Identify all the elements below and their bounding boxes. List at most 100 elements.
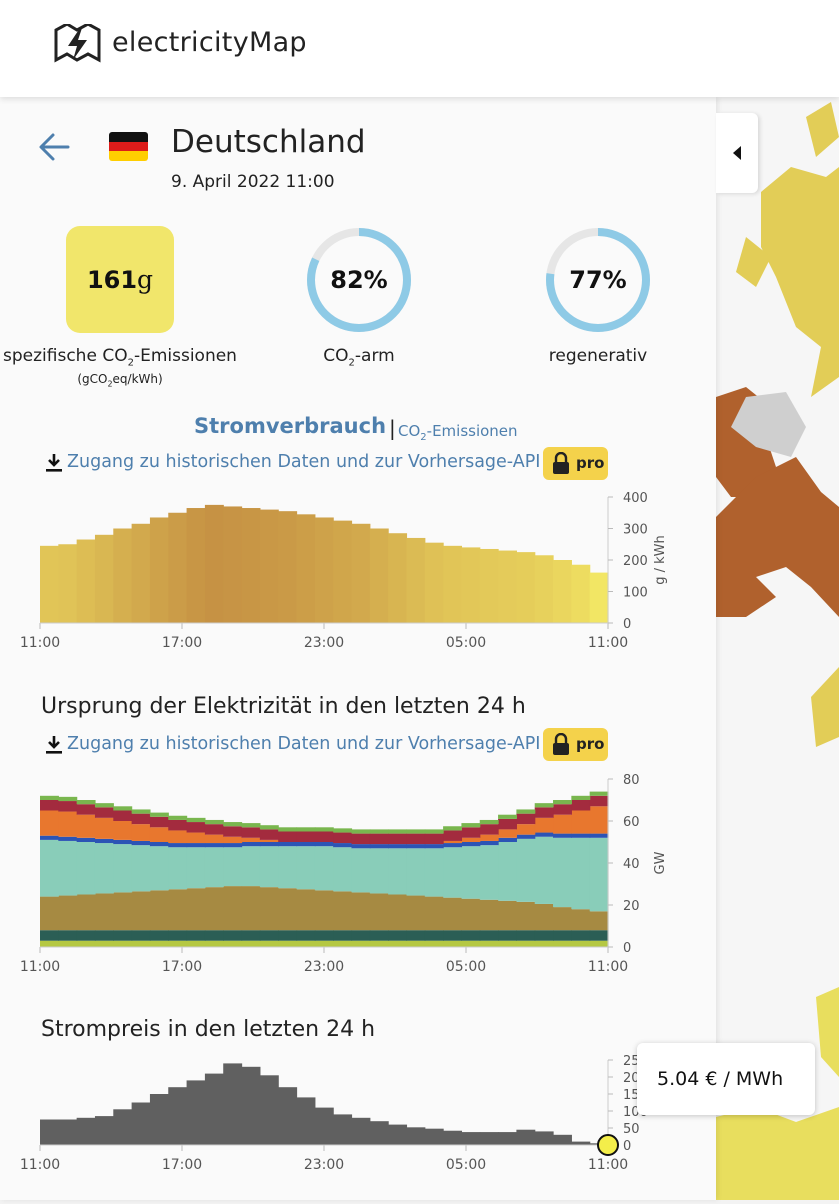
origin-segment[interactable] (369, 833, 389, 845)
carbon-bar[interactable] (553, 560, 572, 623)
origin-segment[interactable] (479, 899, 499, 931)
origin-segment[interactable] (223, 886, 243, 931)
origin-segment[interactable] (589, 837, 609, 912)
origin-segment[interactable] (553, 800, 572, 805)
origin-segment[interactable] (498, 837, 517, 842)
origin-segment[interactable] (241, 886, 261, 931)
origin-segment[interactable] (498, 940, 517, 947)
origin-segment[interactable] (149, 940, 169, 947)
pro-badge[interactable]: pro (543, 728, 608, 761)
origin-segment[interactable] (259, 839, 279, 842)
carbon-bar[interactable] (369, 528, 389, 624)
origin-segment[interactable] (241, 827, 261, 838)
carbon-bar[interactable] (498, 550, 517, 623)
carbon-intensity-chart[interactable]: 11:00 17:00 23:00 05:00 11:00 400 300 200 100 0 g … (0, 485, 716, 665)
origin-segment[interactable] (168, 889, 188, 931)
tab-emissions[interactable]: CO2-Emissionen (398, 422, 518, 443)
price-bar[interactable] (314, 1107, 334, 1145)
carbon-bar[interactable] (131, 523, 151, 623)
origin-segment[interactable] (58, 840, 78, 896)
origin-segment[interactable] (461, 827, 481, 838)
origin-segment[interactable] (351, 829, 371, 834)
origin-segment[interactable] (424, 930, 444, 941)
origin-segment[interactable] (259, 940, 279, 947)
carbon-bar[interactable] (424, 542, 444, 623)
origin-segment[interactable] (589, 911, 609, 931)
origin-segment[interactable] (296, 940, 316, 947)
carbon-bar[interactable] (40, 545, 59, 623)
origin-segment[interactable] (534, 803, 554, 808)
origin-segment[interactable] (498, 842, 517, 901)
origin-segment[interactable] (168, 843, 188, 848)
origin-segment[interactable] (186, 832, 206, 844)
origin-segment[interactable] (553, 833, 572, 838)
origin-segment[interactable] (443, 930, 463, 941)
origin-segment[interactable] (40, 940, 59, 947)
carbon-bar[interactable] (296, 514, 316, 623)
origin-segment[interactable] (351, 844, 371, 849)
origin-segment[interactable] (186, 847, 206, 889)
origin-segment[interactable] (149, 890, 169, 931)
carbon-bar[interactable] (241, 508, 261, 623)
origin-segment[interactable] (571, 930, 591, 941)
origin-segment[interactable] (314, 940, 334, 947)
origin-segment[interactable] (534, 832, 554, 837)
origin-segment[interactable] (443, 843, 463, 848)
origin-segment[interactable] (333, 940, 353, 947)
origin-segment[interactable] (149, 846, 169, 891)
origin-segment[interactable] (443, 830, 463, 841)
origin-segment[interactable] (443, 840, 463, 844)
origin-segment[interactable] (571, 940, 591, 947)
origin-segment[interactable] (406, 848, 426, 896)
origin-segment[interactable] (168, 815, 188, 820)
origin-segment[interactable] (369, 829, 389, 834)
origin-segment[interactable] (223, 826, 243, 837)
price-bar[interactable] (204, 1073, 224, 1145)
pro-badge[interactable]: pro (543, 447, 608, 480)
origin-segment[interactable] (369, 844, 389, 849)
origin-segment[interactable] (534, 807, 554, 818)
origin-segment[interactable] (534, 817, 554, 833)
origin-segment[interactable] (259, 825, 279, 830)
origin-segment[interactable] (40, 800, 59, 811)
carbon-bar[interactable] (186, 508, 206, 623)
origin-segment[interactable] (131, 813, 151, 825)
origin-segment[interactable] (516, 901, 536, 931)
origin-segment[interactable] (94, 930, 114, 941)
price-bar[interactable] (479, 1132, 499, 1145)
price-bar[interactable] (369, 1121, 389, 1145)
origin-segment[interactable] (223, 930, 243, 941)
origin-segment[interactable] (278, 888, 298, 931)
origin-segment[interactable] (204, 824, 224, 835)
origin-segment[interactable] (589, 930, 609, 941)
carbon-bar[interactable] (204, 504, 224, 623)
origin-segment[interactable] (113, 806, 133, 811)
origin-segment[interactable] (516, 838, 536, 902)
origin-segment[interactable] (40, 835, 59, 840)
origin-segment[interactable] (406, 829, 426, 834)
origin-segment[interactable] (424, 844, 444, 849)
origin-segment[interactable] (113, 821, 133, 840)
origin-segment[interactable] (259, 887, 279, 931)
origin-segment[interactable] (168, 940, 188, 947)
carbon-bar[interactable] (76, 539, 96, 623)
origin-segment[interactable] (443, 897, 463, 931)
origin-segment[interactable] (131, 824, 151, 841)
price-bar[interactable] (424, 1128, 444, 1145)
origin-segment[interactable] (388, 844, 408, 849)
logo-icon[interactable] (53, 24, 103, 64)
origin-segment[interactable] (461, 842, 481, 847)
origin-segment[interactable] (553, 940, 572, 947)
price-bar[interactable] (571, 1141, 591, 1145)
carbon-bar[interactable] (259, 509, 279, 623)
origin-segment[interactable] (479, 840, 499, 846)
origin-segment[interactable] (223, 843, 243, 848)
carbon-bar[interactable] (223, 506, 243, 623)
price-bar[interactable] (461, 1132, 481, 1145)
origin-segment[interactable] (498, 829, 517, 838)
historical-data-link[interactable]: Zugang zu historischen Daten und zur Vor… (67, 734, 541, 754)
origin-segment[interactable] (94, 807, 114, 818)
electricity-price-chart[interactable]: 11:00 17:00 23:00 05:00 11:00250200150100500… (0, 1050, 716, 1185)
origin-segment[interactable] (259, 846, 279, 888)
origin-segment[interactable] (314, 890, 334, 931)
